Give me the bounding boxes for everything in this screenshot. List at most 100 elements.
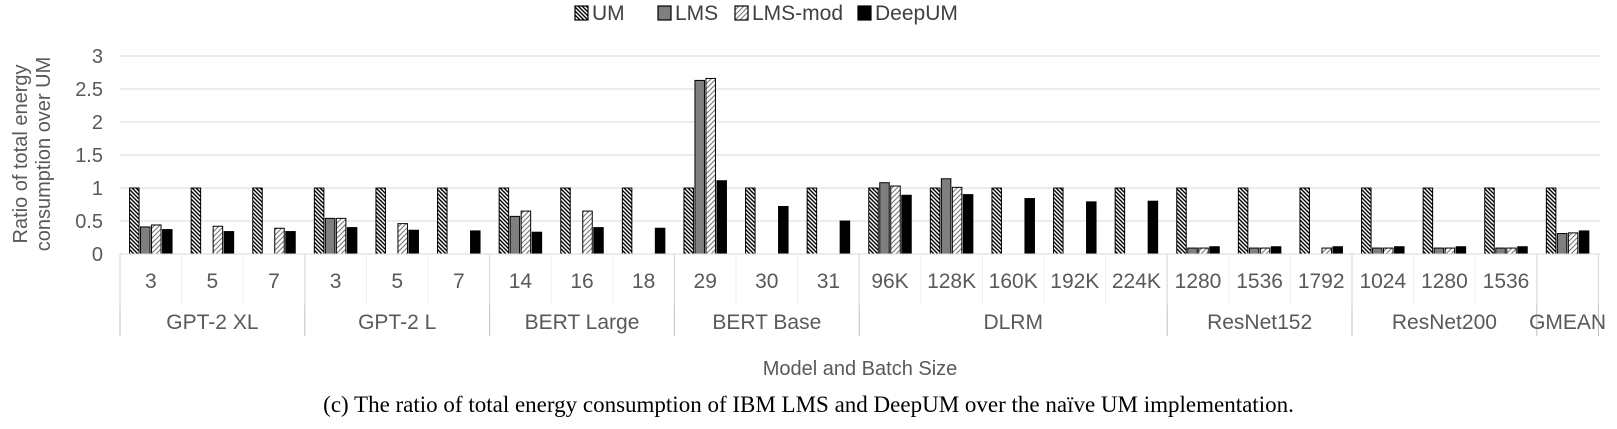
bar-deepum-dlrm-96k <box>901 194 912 255</box>
y-tick-label: 0 <box>92 244 103 266</box>
y-axis-label-line-2: consumption over UM <box>33 57 55 252</box>
bar-lms-mod-dlrm-96k <box>890 185 901 255</box>
bar-lms-gmean <box>1556 233 1568 255</box>
bar-lms-mod-gmean <box>1567 232 1579 255</box>
group-label-bert-large: BERT Large <box>525 311 640 334</box>
x-tick-label: 7 <box>453 270 465 293</box>
bar-um-gpt-2-xl-3 <box>129 187 140 255</box>
bar-lms-mod-resnet152-1280 <box>1198 247 1209 255</box>
bar-lms-resnet200-1280 <box>1433 247 1445 255</box>
bar-deepum-resnet200-1280 <box>1455 246 1467 255</box>
bar-deepum-dlrm-160k <box>1024 198 1035 255</box>
legend-swatch-lms-mod <box>734 5 749 21</box>
bar-um-gpt-2-xl-7 <box>252 187 263 255</box>
bar-deepum-resnet200-1536 <box>1517 246 1528 255</box>
bar-deepum-dlrm-192k <box>1086 201 1097 255</box>
bar-deepum-gpt-2-xl-7 <box>285 231 296 255</box>
x-tick-label: 30 <box>755 270 778 293</box>
bar-deepum-bert-large-14 <box>531 231 543 255</box>
bar-um-resnet152-1792 <box>1299 187 1310 255</box>
legend-label-lms: LMS <box>675 2 718 25</box>
y-axis-label-line-1: Ratio of total energy <box>10 65 32 244</box>
x-tick-label: 5 <box>207 270 219 293</box>
x-tick-label: 1280 <box>1421 270 1468 293</box>
bar-lms-mod-gpt-2-l-3 <box>335 217 347 255</box>
bar-deepum-bert-base-29 <box>716 180 727 255</box>
bar-um-gmean <box>1545 187 1557 255</box>
group-label-dlrm: DLRM <box>983 311 1043 334</box>
legend-label-lms-mod: LMS-mod <box>752 2 843 25</box>
bar-deepum-resnet152-1280 <box>1209 246 1220 255</box>
bar-um-bert-large-14 <box>498 187 510 255</box>
bar-lms-gpt-2-xl-3 <box>140 226 151 255</box>
bar-lms-mod-gpt-2-l-5 <box>397 223 408 255</box>
bar-deepum-dlrm-128k <box>962 194 974 255</box>
bar-deepum-bert-large-18 <box>654 227 666 255</box>
bar-deepum-resnet152-1536 <box>1270 246 1282 255</box>
bar-um-resnet152-1536 <box>1237 187 1249 255</box>
group-label-gpt-2-l: GPT-2 L <box>358 311 436 334</box>
y-tick-label: 1 <box>92 178 103 200</box>
x-tick-label: 18 <box>632 270 655 293</box>
bar-um-resnet152-1280 <box>1176 187 1187 255</box>
y-tick-label: 1.5 <box>75 145 103 167</box>
bar-um-resnet200-1536 <box>1484 187 1495 255</box>
bar-deepum-bert-large-16 <box>593 227 604 255</box>
bar-deepum-gpt-2-l-7 <box>470 230 481 255</box>
bar-deepum-gpt-2-l-3 <box>346 227 358 255</box>
bar-deepum-bert-base-31 <box>839 220 851 255</box>
bar-um-gpt-2-xl-5 <box>190 187 202 255</box>
bar-deepum-gpt-2-xl-3 <box>162 229 173 255</box>
bar-lms-mod-gpt-2-xl-5 <box>212 225 224 255</box>
group-label-gpt-2-xl: GPT-2 XL <box>166 311 258 334</box>
group-label-resnet200: ResNet200 <box>1392 311 1497 334</box>
x-tick-label: 3 <box>330 270 342 293</box>
group-label-gmean: GMEAN <box>1529 311 1606 334</box>
bar-chart: UM LMS LMS-mod DeepUM 0 0.5 1 1.5 2 2.5 3 3 5 7 3 5 7 1… <box>10 2 1606 380</box>
bar-lms-bert-base-29 <box>694 79 705 255</box>
x-tick-label: 3 <box>145 270 157 293</box>
bar-um-bert-base-29 <box>683 187 694 255</box>
legend-swatch-lms <box>657 5 672 21</box>
group-label-resnet152: ResNet152 <box>1207 311 1312 334</box>
legend-swatch-deepum <box>857 5 872 21</box>
bar-lms-resnet200-1024 <box>1372 247 1383 255</box>
bar-deepum-gmean <box>1578 230 1590 255</box>
y-tick-label: 2 <box>92 112 103 134</box>
bar-lms-gpt-2-l-3 <box>324 217 336 255</box>
group-label-bert-base: BERT Base <box>712 311 821 334</box>
x-tick-label: 160K <box>989 270 1038 293</box>
bar-lms-mod-resnet152-1792 <box>1321 247 1332 255</box>
bar-lms-mod-bert-base-29 <box>705 77 716 255</box>
bar-um-dlrm-192k <box>1053 187 1064 255</box>
y-tick-label: 2.5 <box>75 79 103 101</box>
bar-deepum-bert-base-30 <box>778 205 789 255</box>
bar-lms-dlrm-96k <box>879 182 890 255</box>
bar-lms-mod-dlrm-128k <box>951 186 963 255</box>
y-tick-label: 3 <box>92 46 103 68</box>
x-tick-label: 14 <box>509 270 533 293</box>
x-tick-label: 1280 <box>1175 270 1222 293</box>
bar-um-bert-base-31 <box>806 187 818 255</box>
bar-um-dlrm-96k <box>868 187 879 255</box>
x-tick-label: 1792 <box>1298 270 1345 293</box>
bar-deepum-dlrm-224k <box>1147 200 1159 255</box>
bar-um-dlrm-160k <box>991 187 1002 255</box>
x-tick-label: 192K <box>1050 270 1099 293</box>
legend-swatch-um <box>574 5 589 21</box>
bar-lms-mod-resnet200-1280 <box>1444 247 1456 255</box>
bar-lms-mod-gpt-2-xl-3 <box>151 224 162 255</box>
bar-um-resnet200-1024 <box>1361 187 1372 255</box>
bar-um-dlrm-128k <box>929 187 941 255</box>
x-tick-label: 1536 <box>1483 270 1530 293</box>
x-tick-label: 16 <box>570 270 593 293</box>
bar-um-gpt-2-l-5 <box>375 187 386 255</box>
legend-label-deepum: DeepUM <box>875 2 958 25</box>
bar-lms-resnet152-1536 <box>1248 247 1260 255</box>
bar-lms-mod-bert-large-14 <box>520 210 532 255</box>
bars <box>129 77 1590 255</box>
legend: UM LMS LMS-mod DeepUM <box>574 2 958 25</box>
bar-lms-mod-resnet200-1536 <box>1506 247 1517 255</box>
x-tick-label: 29 <box>694 270 717 293</box>
x-tick-label: 224K <box>1112 270 1161 293</box>
